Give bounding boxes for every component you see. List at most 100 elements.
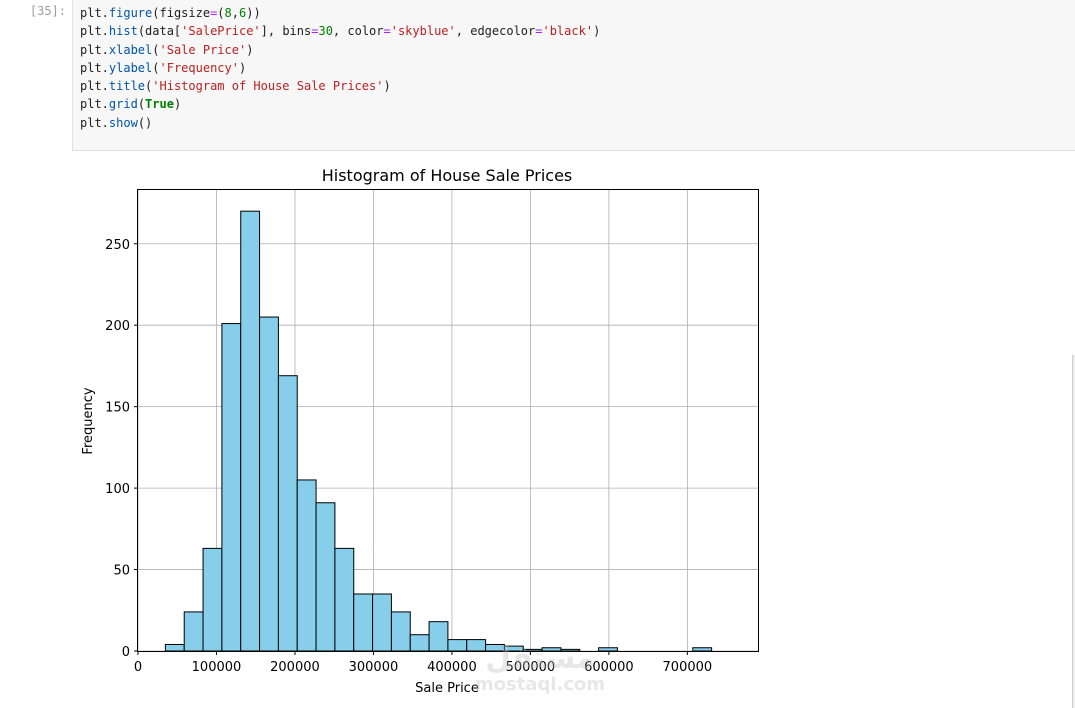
x-tick-label: 400000 — [427, 660, 477, 675]
code-token: ], bins — [260, 24, 312, 39]
code-token: title — [108, 79, 146, 94]
code-token: ( — [152, 42, 160, 57]
code-token: plt. — [80, 115, 109, 130]
histogram-bar — [240, 210, 261, 652]
code-token: plt. — [80, 79, 109, 94]
code-token: ( — [217, 6, 225, 20]
code-token: ) — [383, 79, 391, 94]
x-tick-label: 0 — [134, 660, 142, 675]
y-axis-label: Frequency — [81, 387, 96, 454]
histogram-bar — [372, 593, 392, 652]
histogram-bar — [202, 547, 223, 652]
code-token: plt. — [80, 60, 109, 75]
code-token: plt. — [80, 97, 109, 112]
y-tick-label: 50 — [113, 564, 130, 579]
code-line: plt.xlabel('Sale Price') — [80, 41, 600, 59]
histogram-bar — [447, 639, 468, 652]
code-token: plt. — [80, 24, 109, 39]
histogram-bar — [353, 593, 374, 652]
histogram-bar — [259, 316, 279, 652]
x-axis-label: Sale Price — [415, 681, 479, 696]
code-token: 6 — [239, 6, 247, 20]
code-token: ) — [246, 42, 254, 57]
x-tick-label: 100000 — [192, 660, 242, 675]
watermark-logo: مستقل mostaql.com — [475, 641, 605, 695]
code-token: figure — [108, 6, 153, 20]
histogram-bar — [221, 323, 242, 652]
code-token: , edgecolor — [455, 24, 536, 39]
code-token: ylabel — [108, 60, 153, 75]
code-line: plt.show() — [80, 114, 600, 132]
code-token: = — [311, 24, 319, 39]
code-token: 'Frequency' — [159, 60, 239, 75]
code-token: xlabel — [108, 42, 153, 57]
x-tick-label: 200000 — [270, 660, 320, 675]
y-tick-label: 250 — [105, 238, 130, 253]
code-token: show — [108, 115, 138, 130]
code-line: plt.grid(True) — [80, 95, 600, 113]
code-token: , — [231, 6, 239, 20]
x-tick-label: 700000 — [663, 660, 713, 675]
cell-prompt: [35]: — [29, 4, 66, 18]
histogram-bar — [334, 547, 355, 652]
histogram-bar — [164, 643, 185, 652]
histogram-bars — [164, 210, 713, 652]
code-token: plt. — [80, 42, 109, 57]
y-tick-label: 0 — [122, 645, 130, 660]
code-token: = — [535, 24, 543, 39]
y-tick-label: 100 — [105, 482, 130, 497]
plot-area — [137, 189, 759, 652]
histogram-bar — [598, 647, 618, 652]
watermark-arabic: مستقل — [485, 641, 595, 676]
histogram-bar — [390, 611, 411, 652]
watermark-url: mostaql.com — [475, 674, 605, 695]
code-line: plt.hist(data['SalePrice'], bins=30, col… — [80, 22, 600, 40]
x-tick-label: 300000 — [349, 660, 399, 675]
y-tick-label: 200 — [105, 319, 130, 334]
code-token: ) — [593, 24, 601, 39]
code-token: (data[ — [137, 24, 182, 39]
code-token: 'Histogram of House Sale Prices' — [152, 79, 384, 94]
histogram-bar — [315, 502, 336, 652]
code-token: 'SalePrice' — [181, 24, 261, 39]
code-token: grid — [108, 97, 138, 112]
code-token: (figsize — [152, 6, 211, 20]
code-token: 30 — [318, 24, 333, 39]
scrollbar[interactable] — [1072, 355, 1075, 708]
chart-title: Histogram of House Sale Prices — [322, 166, 573, 185]
code-token: 'Sale Price' — [159, 42, 247, 57]
histogram-bar — [277, 375, 298, 652]
histogram-bar — [466, 639, 487, 652]
histogram-bar — [183, 611, 204, 652]
axis-ticks: 0 100000 200000 300000 400000 500000 600000 700… — [105, 238, 712, 675]
code-token: , color — [332, 24, 384, 39]
code-editor[interactable]: plt.figure(figsize=(8,6)) plt.hist(data['… — [80, 4, 600, 132]
code-line: plt.title('Histogram of House Sale Price… — [80, 77, 600, 95]
code-token: ) — [238, 60, 247, 75]
histogram-bar — [428, 621, 449, 652]
code-token: ) — [173, 97, 182, 112]
x-tick-label: 600000 — [584, 660, 634, 675]
code-line: plt.figure(figsize=(8,6)) — [80, 4, 600, 22]
code-token: = — [210, 6, 218, 20]
y-tick-label: 150 — [105, 401, 130, 416]
code-token: () — [137, 115, 153, 130]
histogram-bar — [692, 647, 713, 652]
code-token: hist — [108, 24, 138, 39]
code-token: = — [383, 24, 391, 39]
x-tick-label: 500000 — [506, 660, 556, 675]
code-line: plt.ylabel('Frequency') — [80, 59, 600, 77]
histogram-bar — [296, 479, 317, 652]
code-token: ( — [152, 60, 160, 75]
code-cell[interactable]: plt.figure(figsize=(8,6)) plt.hist(data['… — [72, 0, 1075, 151]
code-token: ( — [145, 79, 153, 94]
code-token: )) — [246, 6, 261, 20]
code-token: ( — [137, 97, 146, 112]
code-token: 'skyblue' — [390, 24, 456, 39]
histogram-bar — [409, 634, 430, 652]
code-token: True — [145, 97, 174, 112]
code-token: plt. — [80, 6, 109, 20]
code-token: 'black' — [542, 24, 594, 39]
code-token: 8 — [224, 6, 232, 20]
